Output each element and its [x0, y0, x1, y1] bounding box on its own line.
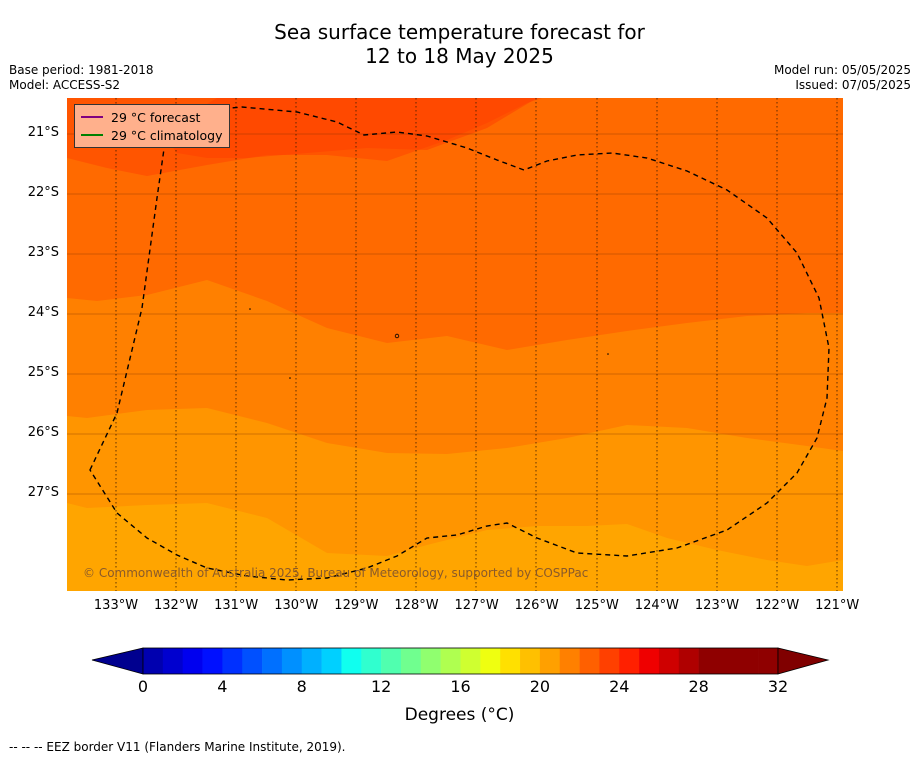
- legend-climatology-label: 29 °C climatology: [111, 127, 223, 143]
- colorbar-block: [619, 648, 640, 674]
- colorbar-block: [202, 648, 223, 674]
- lon-label: 131°W: [214, 598, 259, 613]
- model-name: Model: ACCESS-S2: [9, 78, 121, 92]
- island-marker: [249, 308, 251, 310]
- base-period: Base period: 1981-2018: [9, 63, 154, 77]
- colorbar-block: [420, 648, 441, 674]
- colorbar-block: [361, 648, 382, 674]
- band-27-28: [67, 98, 843, 350]
- lon-label: 123°W: [694, 598, 740, 613]
- colorbar-tick-label: 24: [609, 677, 630, 696]
- colorbar-block: [599, 648, 620, 674]
- colorbar-tick-label: 32: [767, 677, 789, 696]
- eez-border: [89, 106, 830, 581]
- lon-label: 130°W: [274, 598, 319, 613]
- lat-label: 27°S: [27, 485, 59, 500]
- colorbar-block: [222, 648, 243, 674]
- lon-label: 133°W: [93, 598, 139, 613]
- legend-forecast-swatch: [81, 116, 103, 118]
- chart-title-line1: Sea surface temperature forecast for: [274, 20, 645, 44]
- chart-title-line2: 12 to 18 May 2025: [365, 44, 554, 68]
- colorbar-block: [520, 648, 541, 674]
- colorbar-block: [281, 648, 303, 674]
- colorbar-block: [341, 648, 362, 674]
- colorbar-block: [321, 648, 342, 674]
- legend-forecast: 29 °C forecast: [81, 108, 223, 126]
- colorbar-tick-label: 8: [296, 677, 307, 696]
- colorbar-block: [182, 648, 203, 674]
- legend-climatology-swatch: [81, 134, 103, 136]
- colorbar-block: [718, 648, 739, 674]
- colorbar-tick-label: 4: [217, 677, 228, 696]
- colorbar-tick-label: 28: [688, 677, 709, 696]
- island-marker: [394, 333, 400, 339]
- colorbar-block: [579, 648, 600, 674]
- copyright-notice: © Commonwealth of Australia 2025, Bureau…: [83, 566, 589, 580]
- lat-gridlines: [67, 133, 843, 495]
- colorbar-tick-label: 12: [370, 677, 392, 696]
- map-legend: 29 °C forecast 29 °C climatology: [74, 104, 230, 148]
- colorbar-tick-label: 20: [529, 677, 551, 696]
- colorbar-block: [440, 648, 461, 674]
- lat-label: 24°S: [27, 305, 59, 320]
- lon-label: 126°W: [514, 598, 559, 613]
- island-marker: [289, 377, 291, 379]
- footer-note: -- -- -- EEZ border V11 (Flanders Marine…: [9, 740, 346, 754]
- colorbar-block: [559, 648, 580, 674]
- colorbar-block: [500, 648, 521, 674]
- lon-label: 125°W: [574, 598, 619, 613]
- colorbar-block: [480, 648, 501, 674]
- colorbar-label: Degrees (°C): [404, 705, 515, 725]
- colorbar-block: [460, 648, 481, 674]
- lat-label: 23°S: [27, 245, 59, 260]
- colorbar-block: [678, 648, 699, 674]
- lon-label: 124°W: [634, 598, 679, 613]
- colorbar-block: [698, 648, 719, 674]
- colorbar-arrow-high: [777, 647, 830, 675]
- lat-label: 21°S: [27, 125, 59, 140]
- colorbar-block: [143, 648, 164, 674]
- colorbar-block: [162, 648, 183, 674]
- colorbar-block: [400, 648, 422, 674]
- lon-label: 121°W: [815, 598, 860, 613]
- lat-label: 25°S: [27, 365, 59, 380]
- colorbar-block: [539, 648, 561, 674]
- colorbar-block: [301, 648, 322, 674]
- legend-climatology: 29 °C climatology: [81, 126, 223, 144]
- lat-label: 22°S: [27, 185, 59, 200]
- lon-label: 128°W: [394, 598, 439, 613]
- colorbar-block: [639, 648, 660, 674]
- colorbar-arrow-low: [91, 647, 144, 675]
- lon-label: 122°W: [755, 598, 800, 613]
- colorbar: [91, 647, 830, 675]
- issued-date: Issued: 07/05/2025: [795, 78, 911, 92]
- lat-label: 26°S: [27, 425, 59, 440]
- colorbar-tick-label: 16: [450, 677, 471, 696]
- sst-map: [67, 98, 843, 591]
- legend-forecast-label: 29 °C forecast: [111, 109, 201, 125]
- lon-label: 132°W: [154, 598, 199, 613]
- colorbar-block: [381, 648, 402, 674]
- colorbar-block: [262, 648, 283, 674]
- model-run: Model run: 05/05/2025: [773, 63, 911, 77]
- colorbar-block: [242, 648, 263, 674]
- lon-label: 129°W: [334, 598, 379, 613]
- colorbar-block: [758, 648, 779, 674]
- island-marker: [607, 353, 609, 355]
- colorbar-block: [738, 648, 759, 674]
- colorbar-tick-label: 0: [137, 677, 149, 696]
- lon-label: 127°W: [454, 598, 499, 613]
- colorbar-block: [658, 648, 680, 674]
